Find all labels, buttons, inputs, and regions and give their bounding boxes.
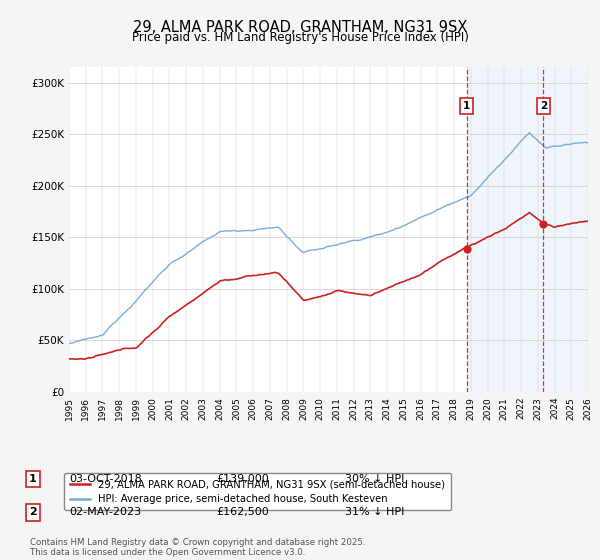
Bar [543, 67, 588, 392]
Text: 1: 1 [29, 474, 37, 484]
Text: 31% ↓ HPI: 31% ↓ HPI [345, 507, 404, 517]
Text: 1: 1 [463, 101, 470, 111]
Text: £162,500: £162,500 [216, 507, 269, 517]
Text: 03-OCT-2018: 03-OCT-2018 [69, 474, 142, 484]
Point [462, 244, 472, 253]
Text: £139,000: £139,000 [216, 474, 269, 484]
Text: Price paid vs. HM Land Registry's House Price Index (HPI): Price paid vs. HM Land Registry's House … [131, 31, 469, 44]
Text: 2: 2 [539, 101, 547, 111]
Point [538, 220, 548, 229]
Text: 2: 2 [29, 507, 37, 517]
Bar [467, 67, 588, 392]
Text: 29, ALMA PARK ROAD, GRANTHAM, NG31 9SX: 29, ALMA PARK ROAD, GRANTHAM, NG31 9SX [133, 20, 467, 35]
Text: Contains HM Land Registry data © Crown copyright and database right 2025.
This d: Contains HM Land Registry data © Crown c… [30, 538, 365, 557]
Legend: 29, ALMA PARK ROAD, GRANTHAM, NG31 9SX (semi-detached house), HPI: Average price: 29, ALMA PARK ROAD, GRANTHAM, NG31 9SX (… [64, 473, 451, 510]
Text: 30% ↓ HPI: 30% ↓ HPI [345, 474, 404, 484]
Text: 02-MAY-2023: 02-MAY-2023 [69, 507, 141, 517]
